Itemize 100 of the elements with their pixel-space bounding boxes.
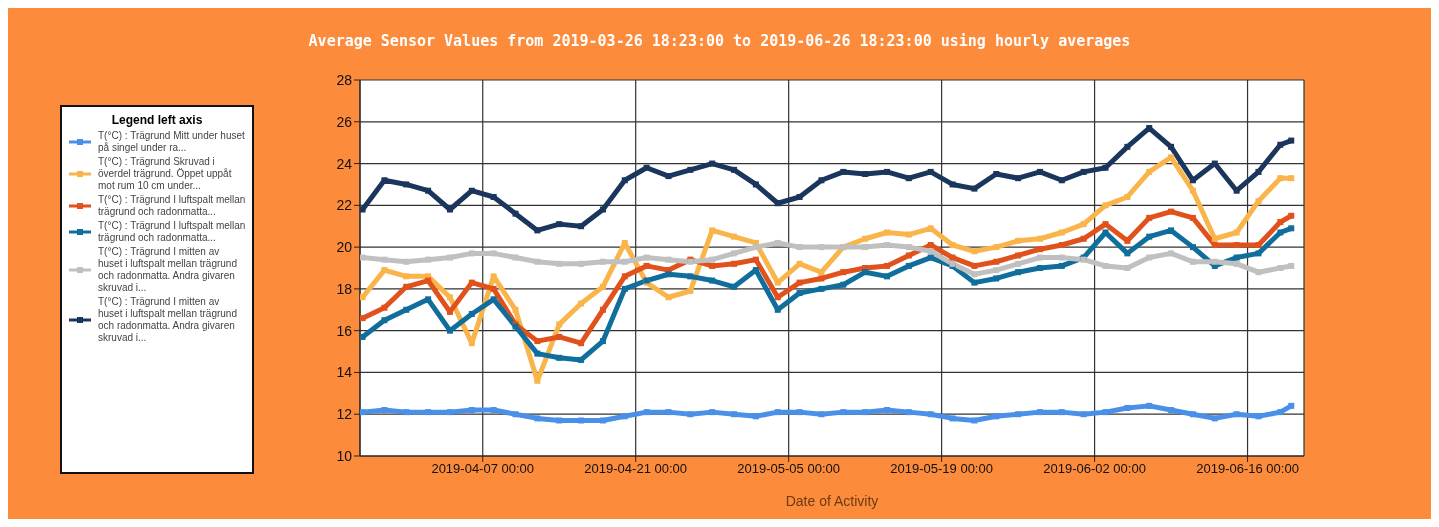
- point: [665, 271, 672, 278]
- point: [1058, 177, 1065, 184]
- x-tick-label: 2019-05-19 00:00: [890, 461, 993, 477]
- point: [971, 185, 978, 192]
- point: [731, 250, 738, 257]
- legend-title: Legend left axis: [110, 113, 204, 127]
- point: [1058, 409, 1065, 416]
- point: [1189, 214, 1196, 221]
- point: [1102, 164, 1109, 171]
- point: [621, 273, 628, 280]
- point: [840, 409, 847, 416]
- point: [621, 413, 628, 420]
- point: [1277, 175, 1284, 182]
- point: [1168, 208, 1175, 215]
- x-tick-label: 2019-06-16 00:00: [1196, 461, 1299, 477]
- point: [993, 258, 1000, 265]
- point: [993, 275, 1000, 282]
- point: [709, 256, 716, 263]
- point: [818, 275, 825, 282]
- point: [468, 407, 475, 414]
- y-tick-label: 18: [336, 280, 353, 297]
- point: [884, 262, 890, 269]
- y-tick-label: 28: [336, 71, 353, 88]
- legend-label: T(°C) : Trägrund Mitt under huset på singel under ra...: [98, 130, 246, 154]
- point: [446, 294, 453, 301]
- point: [1080, 221, 1087, 228]
- point: [512, 254, 519, 261]
- point: [578, 340, 585, 347]
- point: [665, 409, 672, 416]
- point: [905, 252, 912, 259]
- point: [1036, 409, 1043, 416]
- point: [1102, 409, 1109, 416]
- point: [796, 409, 803, 416]
- y-tick-label: 10: [336, 447, 353, 464]
- point: [1036, 235, 1043, 242]
- point: [1255, 242, 1262, 249]
- point: [1080, 168, 1087, 175]
- point: [1036, 254, 1043, 261]
- point: [971, 262, 978, 269]
- point: [862, 409, 869, 416]
- x-tick-label: 2019-04-07 00:00: [431, 461, 535, 477]
- point: [599, 283, 606, 290]
- point: [360, 206, 366, 213]
- point: [381, 304, 388, 311]
- point: [1211, 258, 1218, 265]
- point: [1233, 260, 1240, 267]
- point: [927, 248, 934, 255]
- point: [468, 187, 475, 194]
- point: [1146, 214, 1153, 221]
- point: [993, 171, 1000, 177]
- point: [381, 407, 388, 414]
- point: [643, 262, 650, 269]
- point: [840, 168, 847, 175]
- point: [1168, 143, 1175, 150]
- point: [403, 409, 410, 416]
- point: [796, 290, 803, 297]
- point: [905, 244, 912, 251]
- point: [1189, 258, 1196, 265]
- point: [578, 356, 585, 363]
- point: [403, 273, 410, 280]
- point: [1255, 413, 1262, 420]
- point: [1102, 262, 1109, 269]
- point: [1189, 244, 1196, 251]
- point: [905, 262, 912, 269]
- point: [490, 193, 497, 200]
- point: [862, 235, 869, 242]
- point: [665, 294, 672, 301]
- point: [556, 321, 563, 328]
- point: [1036, 246, 1043, 253]
- point: [403, 283, 410, 290]
- point: [1288, 262, 1295, 269]
- point: [687, 287, 694, 294]
- point: [1146, 254, 1153, 261]
- point: [840, 281, 847, 288]
- point: [927, 168, 934, 175]
- point: [884, 407, 890, 414]
- point: [993, 267, 1000, 274]
- point: [1277, 141, 1284, 148]
- point: [512, 210, 519, 217]
- point: [446, 254, 453, 261]
- point: [490, 273, 497, 280]
- point: [360, 409, 366, 416]
- legend-label: T(°C) : Trägrund Skruvad i överdel trägrund. Öppet uppåt mot rum 10 cm under...: [98, 156, 233, 192]
- point: [752, 413, 759, 420]
- point: [599, 206, 606, 213]
- legend-label: T(°C) : Trägrund I luftspalt mellan trägrund och radonmatta...: [98, 220, 246, 244]
- point: [731, 283, 738, 290]
- point: [360, 294, 366, 301]
- point: [731, 260, 738, 267]
- point: [927, 254, 934, 261]
- point: [665, 173, 672, 180]
- point: [1102, 221, 1109, 228]
- point: [381, 317, 388, 324]
- point: [1233, 229, 1240, 236]
- point: [425, 277, 432, 284]
- y-tick-label: 20: [336, 239, 353, 256]
- point: [360, 254, 366, 261]
- point: [1058, 262, 1065, 269]
- x-tick-label: 2019-05-05 00:00: [737, 461, 840, 477]
- point: [993, 244, 1000, 251]
